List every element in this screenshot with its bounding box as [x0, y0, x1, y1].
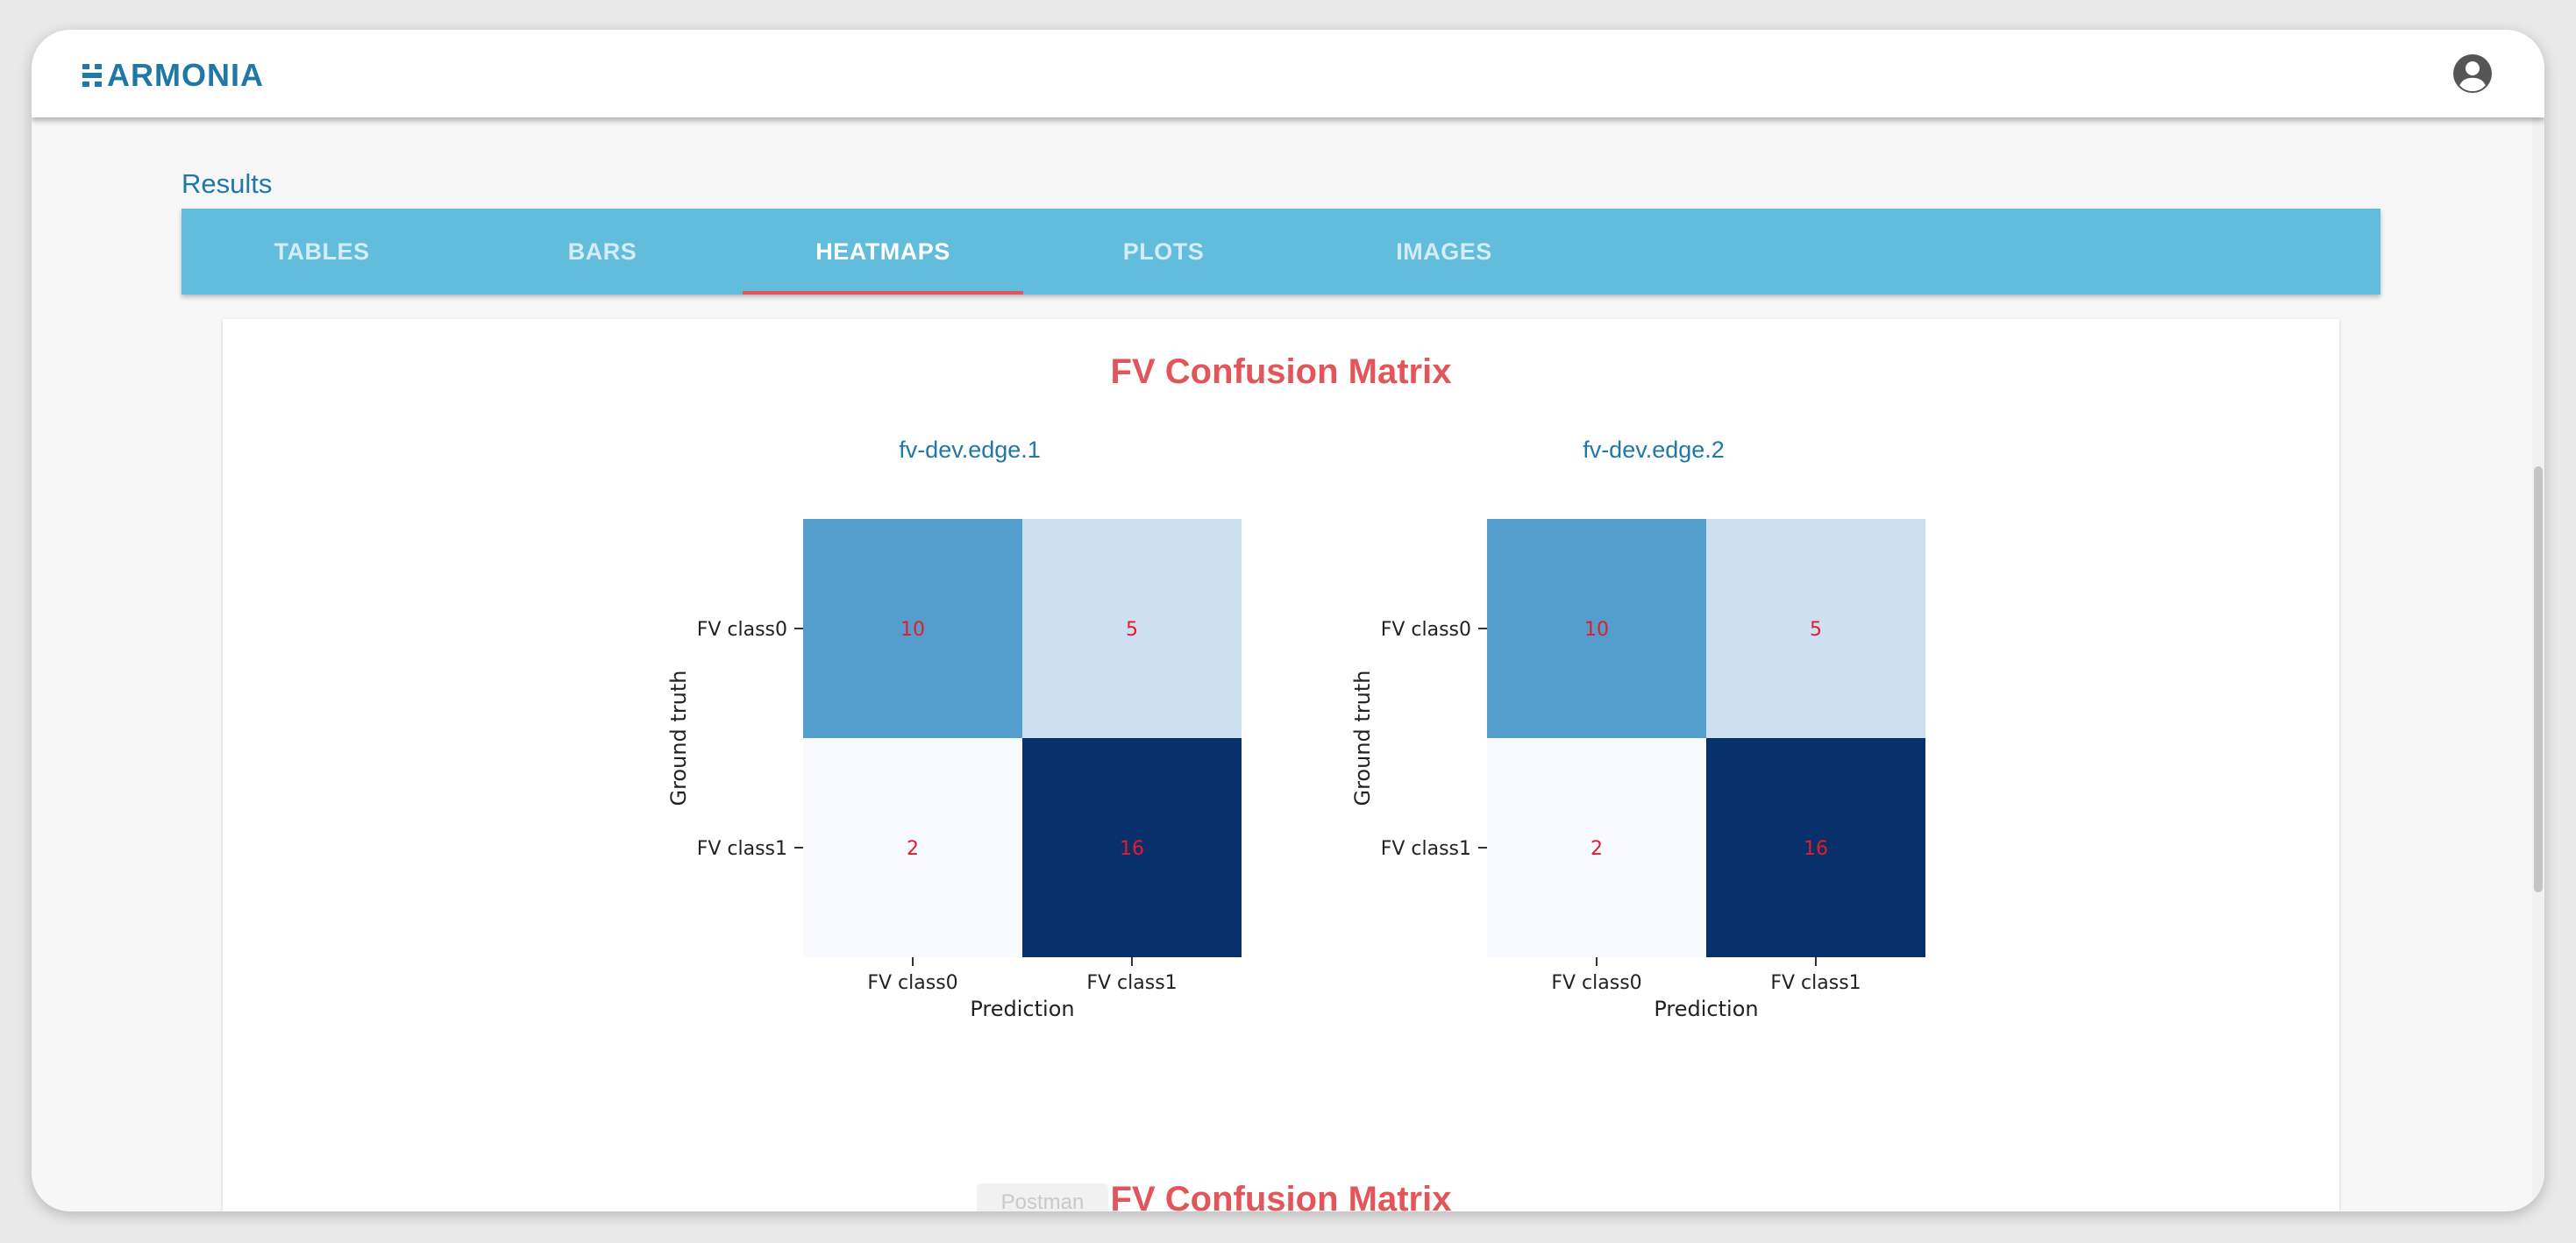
tab-bars[interactable]: BARS: [567, 238, 637, 265]
cell-value-label: 2: [1590, 838, 1603, 860]
heatmap-cell: [803, 519, 1022, 738]
y-tick-label: FV class0: [1381, 619, 1471, 641]
x-axis-label: Prediction: [970, 997, 1074, 1021]
x-tick-label: FV class0: [867, 972, 957, 994]
app-bar: ARMONIA: [32, 30, 2544, 117]
account-circle-icon[interactable]: [2451, 53, 2494, 95]
y-tick-label: FV class1: [697, 838, 787, 860]
cell-value-label: 2: [907, 838, 919, 860]
y-axis-label: Ground truth: [1350, 670, 1375, 806]
logo-text: ARMONIA: [107, 57, 264, 93]
results-heading: Results: [181, 168, 273, 199]
confusion-matrix-chart-2: 10 5 2 16 FV class0 FV class1 FV class0 FV clas…: [1350, 519, 1925, 1021]
section-title: FV Confusion Matrix: [1110, 352, 1452, 391]
cell-value-label: 10: [1584, 619, 1609, 641]
y-axis-label: Ground truth: [666, 670, 691, 806]
heatmap-cell: [1022, 738, 1242, 957]
postman-overlay-tooltip: Postman: [977, 1183, 1108, 1211]
x-tick-label: FV class0: [1551, 972, 1641, 994]
cell-value-label: 10: [900, 619, 925, 641]
scrollbar-thumb[interactable]: [2534, 466, 2543, 892]
harmonia-logo[interactable]: ARMONIA: [82, 56, 264, 95]
cell-value-label: 5: [1126, 619, 1138, 641]
x-axis-label: Prediction: [1654, 997, 1758, 1021]
heatmap-cell: [1706, 738, 1925, 957]
cell-value-label: 16: [1120, 838, 1144, 860]
logo-h-mark-icon: [82, 60, 105, 90]
y-tick-label: FV class1: [1381, 838, 1471, 860]
chart-title-2: fv-dev.edge.2: [1583, 437, 1725, 463]
results-tab-bar: TABLES BARS HEATMAPS PLOTS IMAGES: [181, 209, 2380, 295]
tab-images[interactable]: IMAGES: [1396, 238, 1492, 265]
tab-plots[interactable]: PLOTS: [1122, 238, 1205, 265]
chart-title-1: fv-dev.edge.1: [899, 437, 1041, 463]
browser-window: ARMONIA Results TABLES BARS HEATMAPS PLO…: [32, 30, 2544, 1211]
y-tick-label: FV class0: [697, 619, 787, 641]
tab-heatmaps[interactable]: HEATMAPS: [815, 238, 950, 265]
heatmap-cell: [1487, 519, 1706, 738]
cell-value-label: 16: [1804, 838, 1828, 860]
section-title-second: FV Confusion Matrix: [1110, 1180, 1452, 1211]
confusion-matrix-chart-1: 10 5 2 16 FV class0 FV class1 FV class0 FV clas…: [666, 519, 1242, 1021]
tab-tables[interactable]: TABLES: [274, 238, 370, 265]
heatmaps-card: FV Confusion Matrix fv-dev.edge.1 10 5 2 16…: [223, 319, 2339, 1211]
heatmap-cell: [803, 738, 1022, 957]
heatmap-cell: [1022, 519, 1242, 738]
x-tick-label: FV class1: [1086, 972, 1177, 994]
active-tab-indicator: [743, 291, 1023, 295]
x-tick-label: FV class1: [1770, 972, 1861, 994]
heatmap-cell: [1487, 738, 1706, 957]
heatmap-cell: [1706, 519, 1925, 738]
cell-value-label: 5: [1810, 619, 1822, 641]
